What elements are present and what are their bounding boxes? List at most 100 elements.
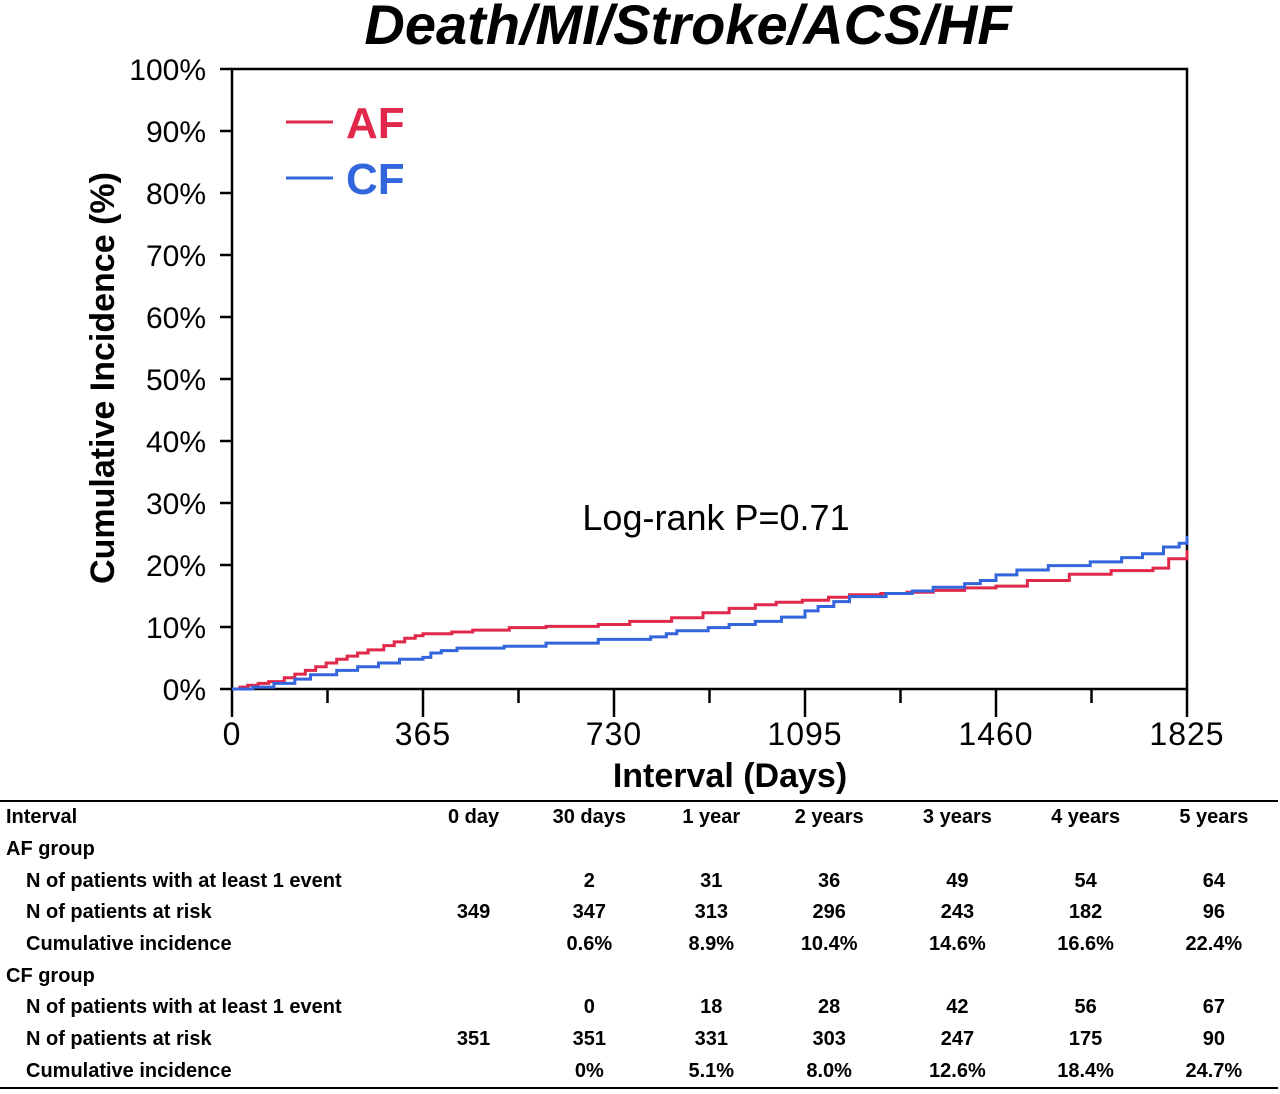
table-row: Cumulative incidence 0% 5.1% 8.0% 12.6% 18.4%… bbox=[0, 1056, 1278, 1089]
table-cell: 303 bbox=[765, 1024, 893, 1056]
table-cell: 182 bbox=[1022, 897, 1150, 929]
table-header-cell: 4 years bbox=[1022, 801, 1150, 834]
y-tick-label: 0% bbox=[163, 674, 206, 707]
table-row: N of patients at risk 351 351 331 303 247 175 9… bbox=[0, 1024, 1278, 1056]
chart-title: Death/MI/Stroke/ACS/HF bbox=[364, 0, 1013, 56]
y-tick-label: 20% bbox=[146, 550, 206, 583]
table-cell: 10.4% bbox=[765, 929, 893, 961]
row-label: N of patients with at least 1 event bbox=[0, 992, 426, 1024]
table-cell: 56 bbox=[1022, 992, 1150, 1024]
table-cell bbox=[426, 1056, 521, 1089]
table-cell: 12.6% bbox=[893, 1056, 1021, 1089]
table-cell-empty bbox=[765, 834, 893, 866]
table-cell-empty bbox=[521, 960, 657, 992]
y-tick-label: 80% bbox=[146, 178, 206, 211]
table-row: N of patients at risk 349 347 313 296 243 182 9… bbox=[0, 897, 1278, 929]
table-cell: 243 bbox=[893, 897, 1021, 929]
group-label: CF group bbox=[0, 960, 426, 992]
y-tick-label: 100% bbox=[129, 54, 206, 87]
table-cell: 16.6% bbox=[1022, 929, 1150, 961]
row-label: N of patients with at least 1 event bbox=[0, 865, 426, 897]
table-header-cell: 2 years bbox=[765, 801, 893, 834]
table-cell: 5.1% bbox=[658, 1056, 766, 1089]
table-cell-empty bbox=[1150, 960, 1278, 992]
table-cell bbox=[426, 929, 521, 961]
row-label: Cumulative incidence bbox=[0, 929, 426, 961]
x-tick-label: 1460 bbox=[958, 716, 1033, 752]
table-cell: 313 bbox=[658, 897, 766, 929]
group-label: AF group bbox=[0, 834, 426, 866]
y-tick-label: 90% bbox=[146, 116, 206, 149]
table-cell-empty bbox=[658, 834, 766, 866]
table-cell: 22.4% bbox=[1150, 929, 1278, 961]
y-tick-label: 60% bbox=[146, 302, 206, 335]
table-cell: 331 bbox=[658, 1024, 766, 1056]
row-label: N of patients at risk bbox=[0, 1024, 426, 1056]
table-cell-empty bbox=[1022, 834, 1150, 866]
table-cell: 351 bbox=[521, 1024, 657, 1056]
table-cell: 18.4% bbox=[1022, 1056, 1150, 1089]
table-cell: 28 bbox=[765, 992, 893, 1024]
y-tick-label: 70% bbox=[146, 240, 206, 273]
table-cell: 31 bbox=[658, 865, 766, 897]
table-cell: 90 bbox=[1150, 1024, 1278, 1056]
table-cell: 296 bbox=[765, 897, 893, 929]
table-header-cell: 1 year bbox=[658, 801, 766, 834]
table-cell bbox=[426, 992, 521, 1024]
table-cell-empty bbox=[1150, 834, 1278, 866]
table-cell: 36 bbox=[765, 865, 893, 897]
y-tick-label: 40% bbox=[146, 426, 206, 459]
table-cell: 8.0% bbox=[765, 1056, 893, 1089]
table-cell-empty bbox=[1022, 960, 1150, 992]
table-cell: 247 bbox=[893, 1024, 1021, 1056]
table-header-label: Interval bbox=[0, 801, 426, 834]
table-cell-empty bbox=[893, 834, 1021, 866]
table-cell: 24.7% bbox=[1150, 1056, 1278, 1089]
table-cell-empty bbox=[521, 834, 657, 866]
table-cell bbox=[426, 865, 521, 897]
table-cell: 351 bbox=[426, 1024, 521, 1056]
table-cell: 2 bbox=[521, 865, 657, 897]
row-label: N of patients at risk bbox=[0, 897, 426, 929]
table-cell: 0 bbox=[521, 992, 657, 1024]
legend-label-cf: CF bbox=[346, 155, 405, 204]
table-group-row: CF group bbox=[0, 960, 1278, 992]
x-tick-label: 1095 bbox=[767, 716, 842, 752]
table-cell: 42 bbox=[893, 992, 1021, 1024]
legend-label-af: AF bbox=[346, 99, 405, 148]
table-cell: 0.6% bbox=[521, 929, 657, 961]
x-tick-label: 365 bbox=[395, 716, 451, 752]
table-cell: 49 bbox=[893, 865, 1021, 897]
table-header-cell: 0 day bbox=[426, 801, 521, 834]
table-group-row: AF group bbox=[0, 834, 1278, 866]
row-label: Cumulative incidence bbox=[0, 1056, 426, 1089]
table-cell: 347 bbox=[521, 897, 657, 929]
table-cell-empty bbox=[426, 834, 521, 866]
table-cell: 67 bbox=[1150, 992, 1278, 1024]
table-cell: 64 bbox=[1150, 865, 1278, 897]
log-rank-annotation: Log-rank P=0.71 bbox=[582, 497, 849, 538]
table-cell: 18 bbox=[658, 992, 766, 1024]
table-cell: 8.9% bbox=[658, 929, 766, 961]
table-header-row: Interval 0 day 30 days 1 year 2 years 3 years… bbox=[0, 801, 1278, 834]
x-tick-label: 1825 bbox=[1149, 716, 1224, 752]
table-cell: 14.6% bbox=[893, 929, 1021, 961]
y-tick-label: 50% bbox=[146, 364, 206, 397]
table-cell-empty bbox=[893, 960, 1021, 992]
table-cell-empty bbox=[765, 960, 893, 992]
table-cell: 0% bbox=[521, 1056, 657, 1089]
table-header-cell: 3 years bbox=[893, 801, 1021, 834]
table-header-cell: 5 years bbox=[1150, 801, 1278, 834]
table-row: Cumulative incidence 0.6% 8.9% 10.4% 14.6% 16… bbox=[0, 929, 1278, 961]
table-cell-empty bbox=[426, 960, 521, 992]
table-cell: 54 bbox=[1022, 865, 1150, 897]
table-cell: 175 bbox=[1022, 1024, 1150, 1056]
table-row: N of patients with at least 1 event 2 31 36… bbox=[0, 865, 1278, 897]
y-tick-label: 10% bbox=[146, 612, 206, 645]
y-axis-title: Cumulative Incidence (%) bbox=[84, 172, 122, 584]
x-axis-title: Interval (Days) bbox=[613, 757, 847, 795]
km-chart: Death/MI/Stroke/ACS/HF 0% 10% 20% 30% 40% 50%… bbox=[0, 0, 1280, 800]
table-row: N of patients with at least 1 event 0 18 28… bbox=[0, 992, 1278, 1024]
x-tick-label: 730 bbox=[586, 716, 642, 752]
table-header-cell: 30 days bbox=[521, 801, 657, 834]
